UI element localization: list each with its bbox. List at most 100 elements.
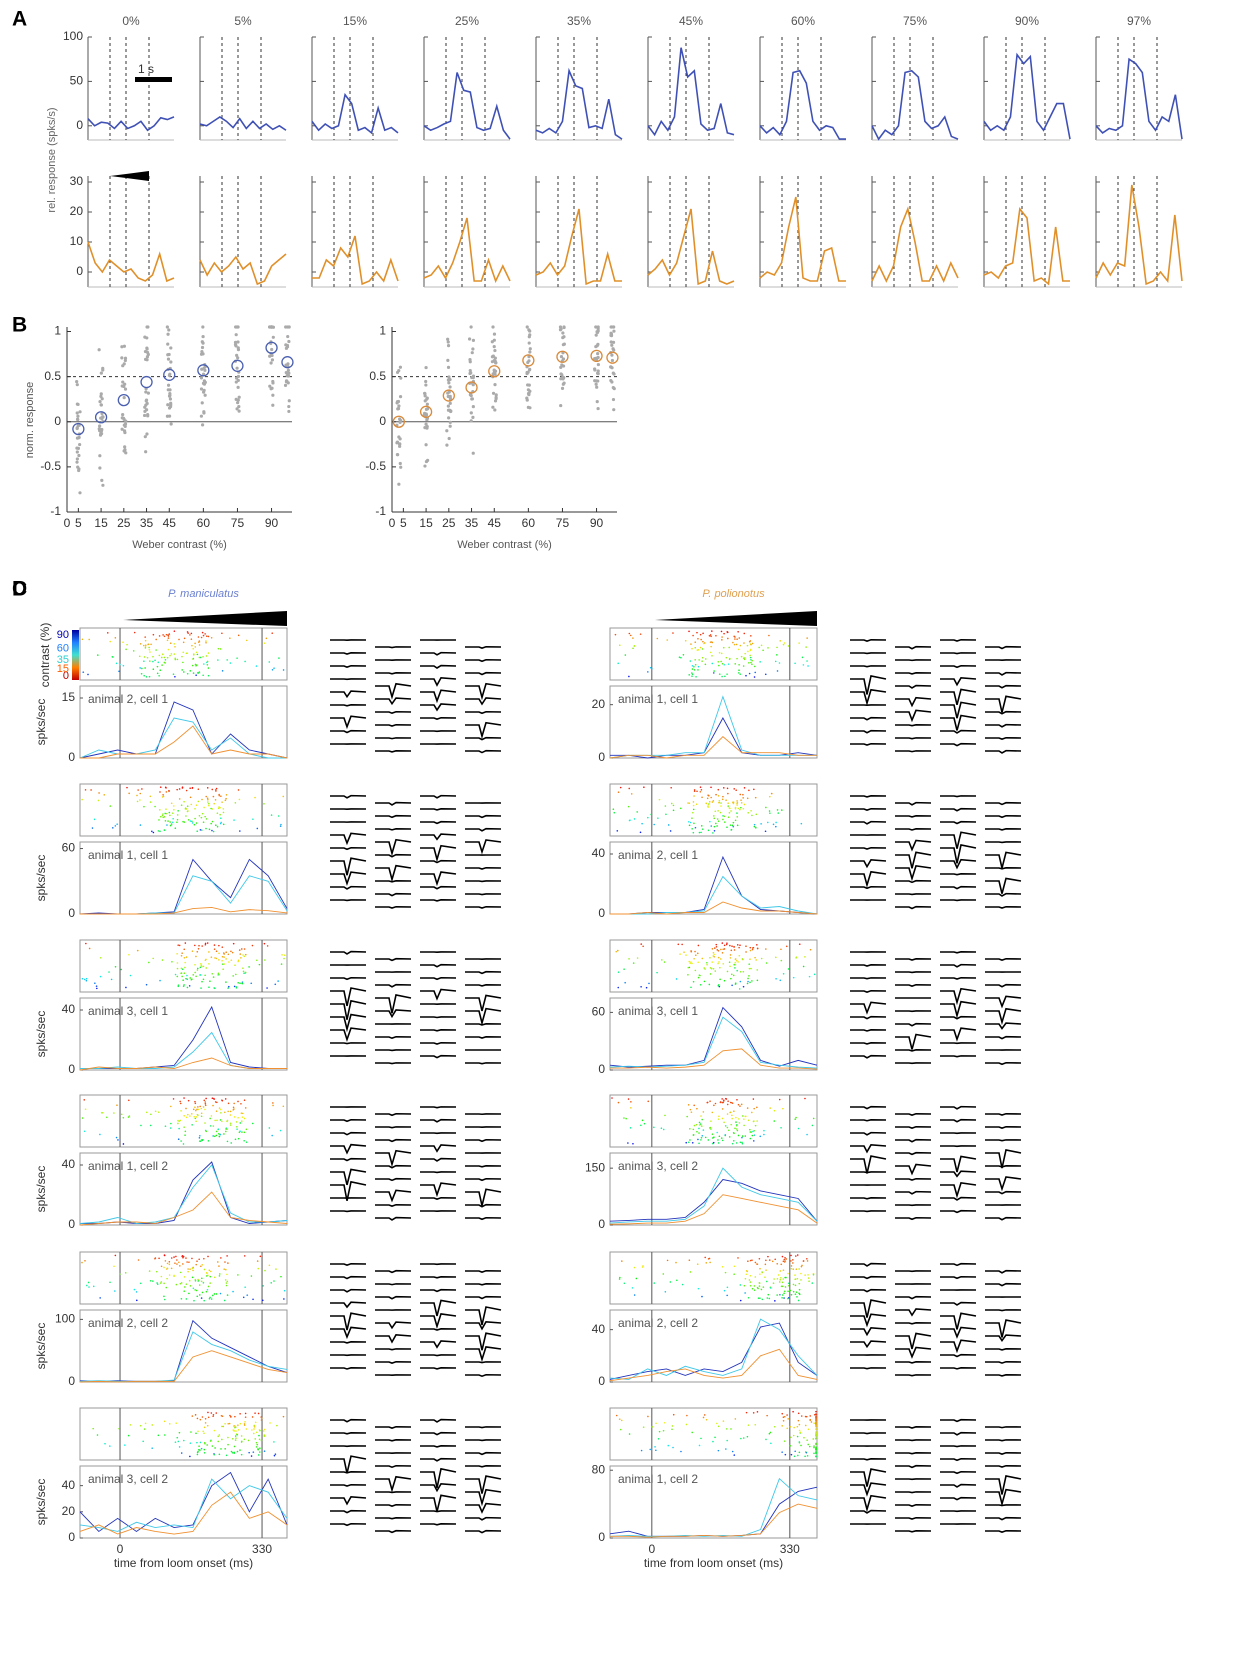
raster-spike: [698, 659, 700, 661]
waveform: [420, 885, 457, 890]
raster-spike: [700, 831, 702, 834]
waveform: [985, 1529, 1022, 1534]
waveform: [940, 899, 977, 902]
waveform: [895, 1322, 932, 1325]
raster-spike: [734, 663, 737, 665]
raster-spike: [225, 1282, 228, 1284]
cell-dot: [284, 325, 288, 329]
waveform: [330, 1312, 367, 1331]
waveform: [895, 1346, 932, 1359]
mean-marker: [465, 381, 478, 394]
raster-spike: [235, 986, 238, 988]
raster-spike: [753, 676, 756, 678]
waveform: [850, 1275, 887, 1280]
cell-dot: [446, 391, 450, 395]
raster-spike: [729, 965, 731, 968]
cell-dot: [492, 344, 496, 349]
raster-spike: [226, 659, 228, 661]
raster-spike: [160, 1265, 163, 1268]
raster-spike: [244, 971, 247, 974]
raster-spike: [781, 1281, 784, 1284]
cell-dot: [286, 381, 290, 385]
cell-dot: [424, 413, 429, 417]
raster-spike: [184, 961, 187, 964]
cell-dot: [447, 436, 451, 441]
raster-spike: [192, 1269, 194, 1272]
raster-spike: [176, 1259, 178, 1261]
waveform: [375, 1126, 412, 1129]
raster-spike: [168, 1263, 171, 1266]
raster-spike: [241, 948, 243, 950]
raster-spike: [651, 1426, 654, 1428]
raster-spike: [162, 653, 164, 656]
raster-spike: [201, 631, 204, 634]
raster-spike: [746, 982, 749, 985]
raster-spike: [711, 961, 714, 963]
raster-spike: [200, 1447, 203, 1450]
raster-spike: [664, 805, 667, 807]
raster-spike: [202, 1106, 205, 1108]
waveform: [895, 645, 932, 650]
raster-spike: [697, 976, 700, 979]
raster-spike: [699, 1124, 701, 1126]
raster-spike: [763, 1133, 765, 1136]
raster-box: [609, 783, 818, 837]
waveform: [375, 1475, 412, 1493]
raster-spike: [205, 795, 208, 798]
cell-dot: [236, 356, 240, 360]
raster-spike: [214, 1447, 216, 1449]
raster-spike: [217, 1435, 219, 1438]
raster-spike: [749, 1131, 752, 1133]
psth-line: [609, 1486, 818, 1537]
raster-spike: [150, 643, 152, 646]
raster-spike: [186, 631, 189, 633]
raster-spike: [700, 825, 703, 827]
raster-spike: [204, 1102, 207, 1105]
raster-spike: [221, 801, 223, 803]
raster-spike: [748, 789, 750, 792]
raster-spike: [764, 1263, 767, 1266]
waveform: [375, 864, 412, 883]
raster-spike: [213, 1097, 215, 1100]
cell-dot: [560, 363, 564, 367]
psth-line: [610, 855, 818, 915]
raster-spike: [795, 1291, 798, 1293]
raster-spike: [144, 639, 147, 642]
raster-spike: [176, 975, 179, 978]
waveform: [850, 1105, 887, 1110]
raster-spike: [783, 1290, 786, 1293]
raster-spike: [813, 1446, 815, 1449]
raster-spike: [779, 979, 782, 982]
raster-spike: [170, 802, 173, 805]
raster-spike: [206, 1272, 208, 1275]
column-title: 90%: [1015, 14, 1039, 28]
raster-spike: [698, 1127, 700, 1130]
waveform: [330, 999, 367, 1020]
raster-spike: [690, 643, 692, 645]
cell-dot: [120, 345, 124, 349]
raster-spike: [688, 674, 691, 676]
raster-spike: [743, 658, 746, 661]
raster-spike: [239, 1130, 241, 1132]
waveform: [940, 1027, 977, 1042]
raster-spike: [232, 1106, 235, 1109]
raster-spike: [725, 799, 727, 802]
raster-spike: [741, 1142, 744, 1145]
raster-spike: [632, 637, 634, 639]
raster-spike: [178, 1446, 181, 1448]
raster-spike: [184, 1134, 186, 1136]
raster-spike: [221, 1120, 223, 1123]
raster-spike: [617, 986, 620, 989]
raster-spike: [780, 1277, 782, 1279]
raster-spike: [716, 949, 719, 951]
raster-spike: [195, 1116, 198, 1118]
raster-spike: [239, 1412, 241, 1415]
waveform: [895, 1491, 932, 1494]
raster-spike: [787, 645, 790, 647]
raster-spike: [215, 957, 218, 960]
raster-spike: [261, 1299, 264, 1302]
raster-spike: [210, 1115, 213, 1117]
raster-spike: [159, 669, 162, 672]
raster-spike: [154, 1257, 156, 1260]
raster-spike: [742, 807, 745, 810]
